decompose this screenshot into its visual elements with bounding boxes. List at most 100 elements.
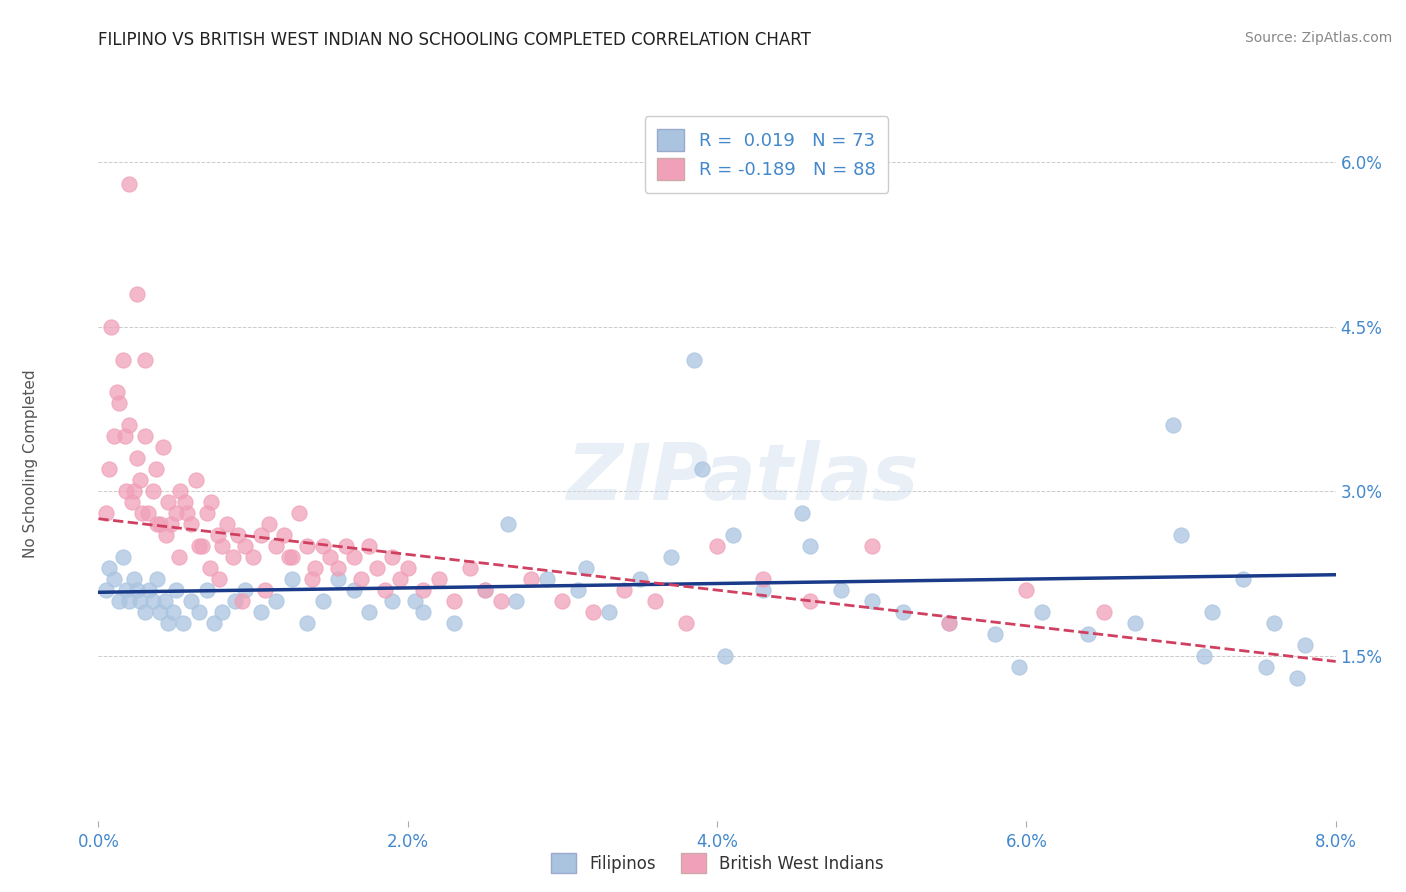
Point <box>297 615 319 630</box>
Point <box>160 517 183 532</box>
Point <box>103 572 125 586</box>
Point <box>659 550 682 565</box>
Point <box>312 594 335 608</box>
Point <box>188 539 211 553</box>
Point <box>207 528 229 542</box>
Point <box>208 572 231 586</box>
Legend: Filipinos, British West Indians: Filipinos, British West Indians <box>544 847 890 880</box>
Point <box>155 528 177 542</box>
Point <box>169 484 191 499</box>
Point <box>250 605 273 619</box>
Point <box>984 627 1007 641</box>
Point <box>149 517 172 532</box>
Point <box>443 615 465 630</box>
Point <box>167 550 190 565</box>
Point <box>343 583 366 598</box>
Point <box>520 572 543 586</box>
Point <box>1123 615 1146 630</box>
Point <box>127 286 149 301</box>
Point <box>134 605 156 619</box>
Point <box>98 462 121 476</box>
Point <box>388 572 412 586</box>
Point <box>938 615 960 630</box>
Point <box>297 539 319 553</box>
Point <box>134 429 156 443</box>
Point <box>138 583 160 598</box>
Point <box>860 539 883 553</box>
Point <box>100 319 122 334</box>
Point <box>675 615 697 630</box>
Point <box>264 539 288 553</box>
Point <box>162 605 184 619</box>
Point <box>706 539 728 553</box>
Point <box>536 572 558 586</box>
Point <box>1170 528 1192 542</box>
Point <box>118 177 141 191</box>
Point <box>366 561 388 575</box>
Point <box>1256 660 1278 674</box>
Point <box>112 352 135 367</box>
Point <box>222 550 245 565</box>
Point <box>131 506 153 520</box>
Point <box>938 615 960 630</box>
Point <box>427 572 450 586</box>
Point <box>226 528 249 542</box>
Point <box>114 429 136 443</box>
Point <box>96 506 118 520</box>
Point <box>458 561 481 575</box>
Point <box>250 528 273 542</box>
Point <box>107 396 129 410</box>
Point <box>613 583 636 598</box>
Point <box>231 594 253 608</box>
Point <box>281 550 304 565</box>
Point <box>1092 605 1115 619</box>
Point <box>582 605 605 619</box>
Point <box>235 539 257 553</box>
Point <box>690 462 713 476</box>
Point <box>683 352 706 367</box>
Point <box>1077 627 1099 641</box>
Point <box>319 550 342 565</box>
Point <box>129 594 152 608</box>
Point <box>145 462 167 476</box>
Point <box>152 441 174 455</box>
Point <box>412 605 434 619</box>
Point <box>405 594 427 608</box>
Point <box>191 539 214 553</box>
Point <box>381 594 404 608</box>
Point <box>98 561 121 575</box>
Point <box>628 572 651 586</box>
Point <box>412 583 434 598</box>
Point <box>1263 615 1285 630</box>
Point <box>273 528 295 542</box>
Point <box>381 550 404 565</box>
Point <box>134 352 156 367</box>
Point <box>153 594 176 608</box>
Point <box>105 385 128 400</box>
Point <box>575 561 598 575</box>
Point <box>103 429 125 443</box>
Point <box>326 561 350 575</box>
Point <box>180 517 202 532</box>
Point <box>752 572 775 586</box>
Point <box>1201 605 1223 619</box>
Point <box>127 583 149 598</box>
Point <box>235 583 257 598</box>
Point <box>551 594 574 608</box>
Point <box>115 484 138 499</box>
Point <box>224 594 246 608</box>
Point <box>204 615 226 630</box>
Point <box>799 594 821 608</box>
Point <box>211 539 233 553</box>
Point <box>118 418 141 433</box>
Point <box>1286 671 1309 685</box>
Point <box>281 572 304 586</box>
Point <box>304 561 326 575</box>
Point <box>374 583 396 598</box>
Point <box>752 583 775 598</box>
Point <box>211 605 233 619</box>
Point <box>184 473 207 487</box>
Point <box>107 594 129 608</box>
Point <box>505 594 527 608</box>
Point <box>1161 418 1184 433</box>
